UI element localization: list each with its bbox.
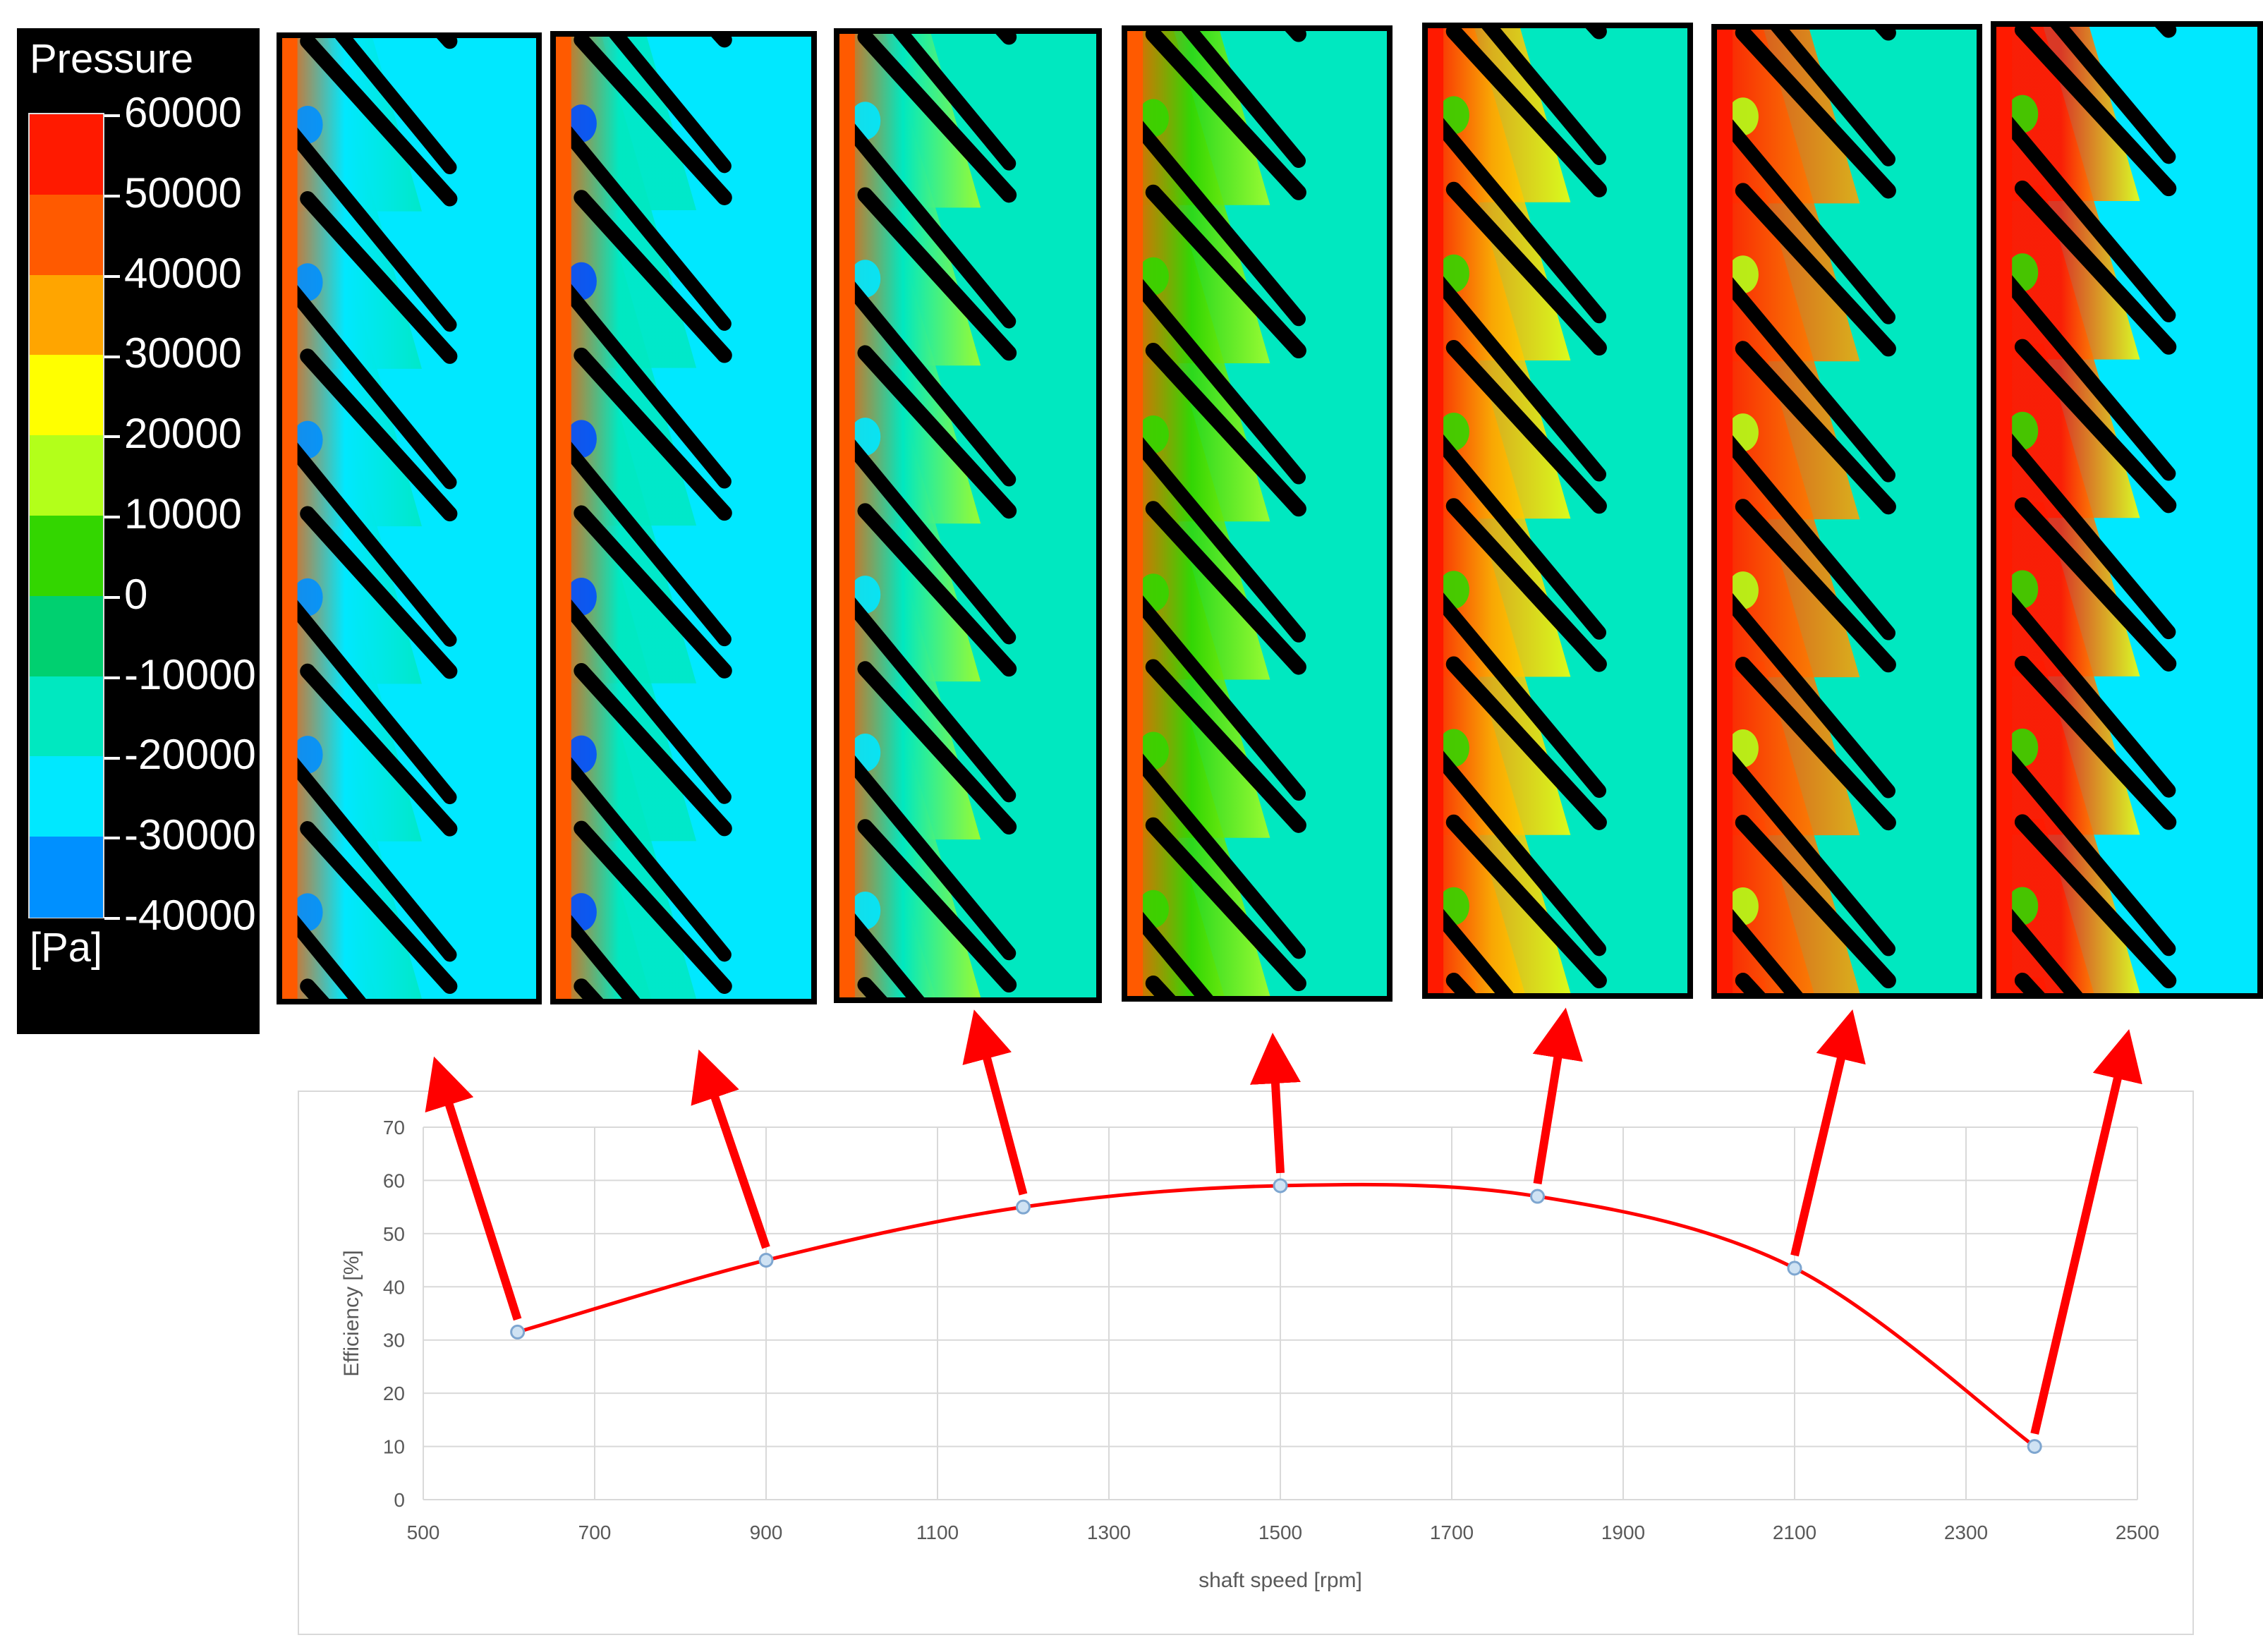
legend-color-band — [30, 355, 103, 437]
data-point — [758, 1253, 774, 1268]
x-tick-label: 1500 — [1258, 1522, 1302, 1543]
contour-plot — [282, 38, 536, 999]
contour-plot — [1717, 30, 1977, 993]
legend-title: Pressure — [30, 36, 194, 82]
legend-tick-label: 0 — [104, 573, 147, 616]
legend-tick-label: 30000 — [104, 332, 242, 375]
legend-color-band — [30, 756, 103, 838]
chart-svg: 0 10 20 30 40 50 60 70 500 700 900 1100 1300 1500 1700… — [340, 1117, 2159, 1592]
y-axis-title: Efficiency [%] — [340, 1250, 363, 1377]
legend-tick-label: -40000 — [104, 894, 256, 937]
contour-plot — [1127, 31, 1387, 996]
legend-tick-label: -10000 — [104, 653, 256, 696]
data-point — [1530, 1189, 1545, 1204]
contour-panel — [1122, 25, 1393, 1002]
pointer-arrow — [691, 1049, 770, 1249]
contour-plot — [1428, 28, 1687, 993]
legend-color-band — [30, 435, 103, 516]
legend-tick-label: -20000 — [104, 734, 256, 776]
pressure-legend: Pressure 60000 50000 40000 30000 20000 10000 0… — [17, 28, 260, 1034]
y-tick-label: 0 — [394, 1489, 405, 1511]
x-tick-label: 700 — [578, 1522, 612, 1543]
x-tick-label: 1700 — [1430, 1522, 1474, 1543]
x-tick-label: 2100 — [1773, 1522, 1816, 1543]
pointer-arrow — [962, 1009, 1028, 1196]
contour-panel — [1991, 21, 2263, 999]
y-tick-label: 30 — [383, 1330, 405, 1352]
x-tick-label: 1100 — [916, 1522, 959, 1543]
legend-color-band — [30, 595, 103, 677]
efficiency-chart: 0 10 20 30 40 50 60 70 500 700 900 1100 1300 1500 1700… — [298, 1091, 2194, 1635]
pointer-arrow — [1790, 1009, 1866, 1257]
contour-plot — [556, 37, 811, 999]
data-point — [1273, 1178, 1288, 1194]
data-point — [510, 1324, 526, 1340]
y-tick-label: 50 — [383, 1223, 405, 1245]
contour-panel — [834, 28, 1102, 1003]
contour-panel — [550, 31, 817, 1004]
x-tick-label: 500 — [407, 1522, 440, 1543]
y-tick-label: 40 — [383, 1276, 405, 1298]
legend-tick-label: -30000 — [104, 814, 256, 856]
y-tick-label: 70 — [383, 1117, 405, 1138]
contour-panel — [1422, 23, 1693, 999]
legend-color-band — [30, 114, 103, 195]
contour-panel — [1711, 24, 1982, 999]
legend-color-band — [30, 194, 103, 276]
x-tick-label: 2500 — [2116, 1522, 2159, 1543]
pointer-arrow — [2030, 1028, 2142, 1435]
legend-color-band — [30, 676, 103, 758]
legend-color-band — [30, 516, 103, 597]
legend-tick-label: 20000 — [104, 413, 242, 455]
contour-plot — [1996, 27, 2257, 993]
data-point — [1787, 1261, 1802, 1276]
contour-plot — [839, 34, 1096, 997]
x-tick-label: 1300 — [1087, 1522, 1131, 1543]
legend-color-band — [30, 274, 103, 356]
x-tick-label: 2300 — [1944, 1522, 1988, 1543]
legend-tick-label: 40000 — [104, 252, 242, 295]
x-tick-label: 1900 — [1601, 1522, 1645, 1543]
legend-tick-label: 50000 — [104, 171, 242, 214]
legend-colorbar — [28, 113, 104, 918]
x-axis-title: shaft speed [rpm] — [1199, 1569, 1362, 1592]
legend-tick-label: 10000 — [104, 493, 242, 535]
contour-panel — [277, 32, 542, 1004]
y-tick-label: 60 — [383, 1170, 405, 1191]
data-point — [1016, 1199, 1031, 1215]
pointer-arrow — [425, 1056, 522, 1321]
data-point — [2027, 1439, 2042, 1454]
legend-unit: [Pa] — [30, 925, 103, 971]
pointer-arrow — [1532, 1007, 1583, 1185]
legend-color-band — [30, 837, 103, 918]
x-tick-label: 900 — [750, 1522, 783, 1543]
y-tick-label: 10 — [383, 1436, 405, 1458]
pointer-arrow — [1250, 1033, 1301, 1174]
y-tick-label: 20 — [383, 1383, 405, 1404]
legend-tick-label: 60000 — [104, 92, 242, 134]
